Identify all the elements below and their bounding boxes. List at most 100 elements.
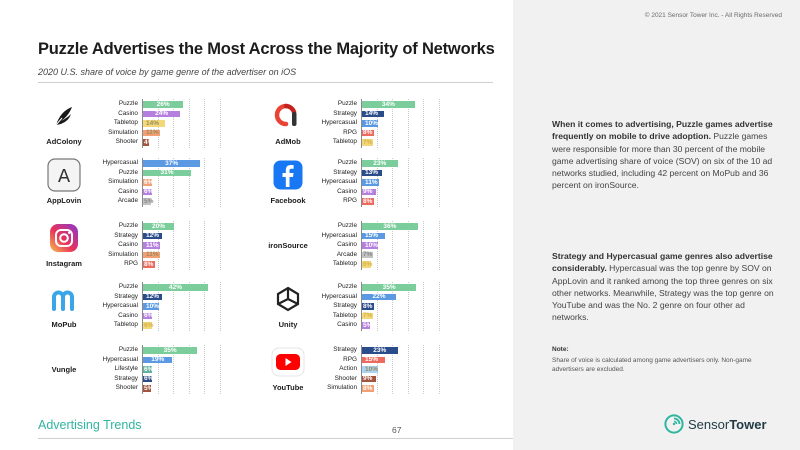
bar-value-label: 9% [363,375,373,383]
network-name-ironsource: ironSource [268,241,308,251]
bar [362,179,380,186]
bar-value-label: 11% [146,251,159,259]
bar [143,120,165,127]
note-text: Share of voice is calculated among game … [552,357,752,373]
category-label: Tabletop [332,138,357,146]
gridline-ironsource-20 [392,221,393,270]
network-name-admob: AdMob [275,137,301,147]
network-name-applovin: AppLovin [46,196,82,206]
gridline-youtube-30 [407,345,409,394]
page-number: 67 [392,425,402,435]
bar-value-label: 23% [373,346,387,354]
category-label: Casino [337,187,357,195]
bar-value-label: 24% [155,110,169,118]
page-subtitle: 2020 U.S. share of voice by game genre o… [38,67,297,77]
category-label: Hypercasual [321,231,357,239]
bar [362,251,373,259]
bar-value-label: 11% [146,129,159,137]
bar [362,160,398,167]
gridline-unity-40 [423,282,424,331]
bar-value-label: 14% [146,119,160,127]
bar-value-label: 42% [169,283,183,291]
category-label: Lifestyle [114,365,138,373]
bar-value-label: 35% [382,283,396,291]
bar-value-label: 10% [146,302,160,310]
category-label: Simulation [108,128,138,136]
category-label: Strategy [114,374,138,382]
category-label: Hypercasual [321,292,357,300]
category-label: Tabletop [113,321,138,329]
category-label: Strategy [114,231,138,239]
category-label: Hypercasual [321,178,357,186]
bar-value-label: 15% [365,356,379,364]
bar-value-label: 14% [365,110,379,118]
gridline-unity-30 [407,282,409,331]
bar [143,169,192,177]
bar-value-label: 6% [144,375,154,383]
bar [143,356,173,364]
bar-value-label: 15% [365,232,379,240]
bar [143,129,161,137]
bar-value-label: 6% [144,312,154,320]
gridline-applovin-20 [173,158,174,207]
gridline-adcolony-40 [204,99,205,148]
bar [362,242,378,249]
bar-value-label: 10% [365,365,379,373]
category-label: Hypercasual [102,159,138,167]
gridline-facebook-40 [423,158,424,207]
category-label: RPG [124,260,138,268]
category-label: Simulation [108,178,138,186]
bar-value-label: 13% [365,169,379,177]
bar [362,223,418,230]
category-label: RPG [343,128,357,136]
sensor-tower-wordmark: SensorTower [688,417,767,432]
bar-value-label: 5% [144,384,154,392]
bar-value-label: 31% [160,169,174,177]
note-title: Note: [552,346,569,353]
category-label: Strategy [333,109,357,117]
page-title: Puzzle Advertises the Most Across the Ma… [38,40,495,58]
bar-value-label: 4% [144,138,154,146]
bar [143,312,153,320]
title-rule [38,82,493,83]
footer-rule [38,438,513,439]
paragraph-1-bold: When it comes to advertising, Puzzle gam… [552,119,773,142]
gridline-vungle-30 [188,345,190,394]
gridline-youtube-50 [438,345,440,394]
category-label: Puzzle [118,100,138,108]
category-label: Casino [118,241,138,249]
bar [362,322,370,329]
bar-value-label: 8% [144,260,154,268]
gridline-instagram-20 [173,221,174,270]
bar [362,347,398,354]
bar [362,366,378,373]
gridline-applovin-10 [157,158,159,207]
category-label: Action [339,365,357,373]
gridline-unity-50 [438,282,440,331]
bar [143,261,156,268]
paragraph-2-bold: Strategy and Hypercasual game genres als… [552,251,773,274]
category-label: Casino [337,321,357,329]
bar-value-label: 5% [363,321,373,329]
gridline-adcolony-20 [173,99,174,148]
bar-value-label: 7% [363,312,373,320]
bar-value-label: 12% [146,293,160,301]
paragraph-2-text: Hypercasual was the top genre by SOV on … [552,263,774,323]
category-label: Puzzle [337,222,357,230]
unity-icon [271,282,305,316]
section-label: Advertising Trends [38,418,142,432]
bar-value-label: 6% [144,321,154,329]
axis-line-instagram [142,221,143,270]
gridline-applovin-40 [204,158,205,207]
bar [362,261,372,268]
gridline-facebook-30 [407,158,409,207]
category-label: Puzzle [337,100,357,108]
category-label: Strategy [333,346,357,354]
category-label: Casino [118,109,138,117]
bar [143,366,153,373]
gridline-vungle-40 [204,345,205,394]
sensor-tower-icon [664,414,684,434]
gridline-admob-20 [392,99,393,148]
bar [143,385,151,392]
network-name-instagram: Instagram [46,259,82,269]
